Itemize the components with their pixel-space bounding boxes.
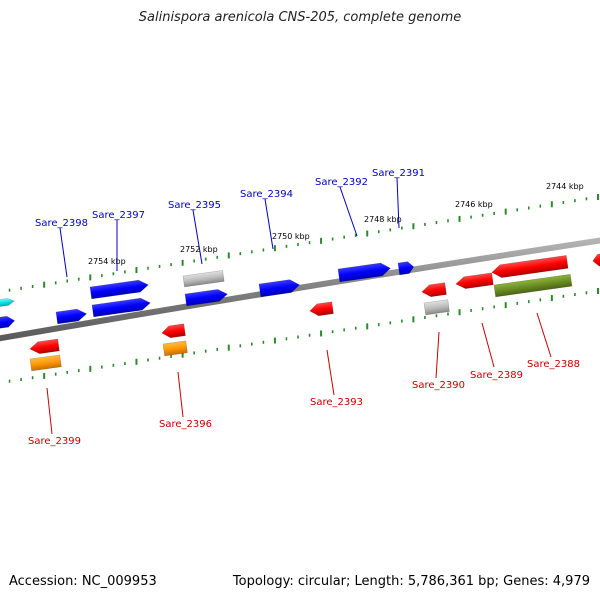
- forward-gene-label: Sare_2394: [240, 189, 293, 200]
- forward-gene-arrow: [55, 308, 88, 325]
- grey-feature: [423, 299, 450, 316]
- scale-label: 2746 kbp: [455, 200, 493, 209]
- reverse-label-leader: [536, 312, 552, 358]
- grey-feature: [182, 270, 225, 288]
- map-title: Salinispora arenicola CNS-205, complete …: [138, 10, 462, 25]
- forward-gene-label: Sare_2395: [168, 200, 221, 211]
- forward-gene-arrow: [89, 279, 149, 300]
- reverse-gene-arrow: [455, 272, 494, 289]
- reverse-gene-arrow: [309, 301, 334, 317]
- forward-label-leader: [396, 177, 400, 229]
- reverse-gene-label: Sare_2388: [527, 359, 580, 370]
- scale-label: 2754 kbp: [88, 257, 126, 266]
- reverse-label-leader: [326, 349, 335, 396]
- genome-backbone: [0, 237, 600, 342]
- scale-ticks: [8, 194, 599, 383]
- forward-gene-label: Sare_2392: [315, 177, 368, 188]
- forward-label-leader: [59, 227, 68, 278]
- reverse-gene-arrow: [421, 282, 447, 298]
- reverse-gene-label: Sare_2399: [28, 436, 81, 447]
- reverse-label-leader: [46, 387, 53, 435]
- scale-label: 2752 kbp: [180, 245, 218, 254]
- forward-gene-arrow: [337, 262, 391, 283]
- cyan-feature: [0, 298, 15, 308]
- reverse-gene-arrow: [29, 338, 60, 354]
- scale-label: 2748 kbp: [364, 215, 402, 224]
- reverse-gene-arrow: [491, 255, 569, 278]
- forward-gene-arrow: [258, 279, 301, 298]
- reverse-gene-label: Sare_2390: [412, 380, 465, 391]
- reverse-gene-arrow: [161, 323, 186, 339]
- forward-label-leader: [339, 186, 358, 237]
- orange-feature: [162, 340, 188, 357]
- reverse-gene-label: Sare_2396: [159, 419, 212, 430]
- forward-label-leader: [264, 198, 274, 250]
- label-layer: 2754 kbp 2752 kbp 2750 kbp 2748 kbp 2746 kbp…: [28, 168, 584, 447]
- scale-label: 2744 kbp: [546, 182, 584, 191]
- scale-label: 2750 kbp: [272, 232, 310, 241]
- reverse-label-leader: [177, 371, 184, 418]
- forward-gene-arrow: [184, 289, 228, 307]
- forward-gene-label: Sare_2391: [372, 168, 425, 179]
- accession-text: Accession: NC_009953: [9, 574, 157, 589]
- reverse-label-leader: [481, 322, 495, 368]
- olive-feature: [493, 273, 573, 298]
- forward-gene-arrow: [0, 315, 16, 330]
- reverse-gene-label: Sare_2393: [310, 397, 363, 408]
- reverse-gene-arrow: [592, 252, 600, 267]
- forward-label-leader: [192, 209, 203, 265]
- forward-gene-arrow: [397, 261, 415, 276]
- feature-track: [0, 252, 600, 372]
- genome-summary-text: Topology: circular; Length: 5,786,361 bp…: [232, 574, 590, 589]
- reverse-gene-label: Sare_2389: [470, 370, 523, 381]
- reverse-label-leader: [435, 331, 440, 379]
- forward-gene-label: Sare_2397: [92, 210, 145, 221]
- label-leaders: [46, 177, 552, 435]
- forward-gene-arrow: [91, 297, 151, 318]
- forward-gene-label: Sare_2398: [35, 218, 88, 229]
- orange-feature: [29, 354, 62, 372]
